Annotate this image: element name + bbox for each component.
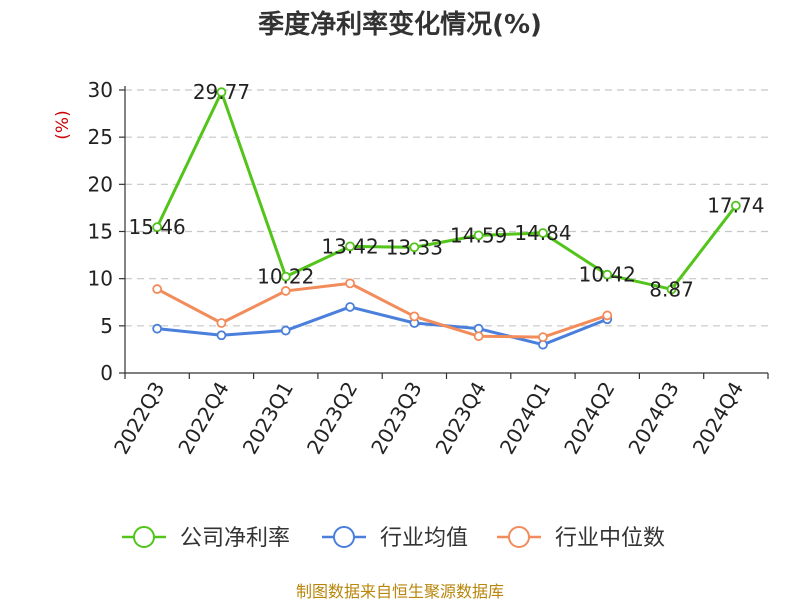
data-label: 10.22 (257, 265, 314, 289)
legend-marker (508, 526, 530, 548)
data-labels: 15.46 29.77 10.22 13.42 13.33 14.59 14.84 10.42… (129, 80, 765, 301)
y-tick-label: 25 (88, 125, 113, 149)
legend-marker (133, 526, 155, 548)
data-label: 13.33 (386, 235, 443, 259)
data-label: 14.84 (514, 221, 571, 245)
y-tick-label: 10 (88, 267, 113, 291)
y-axis-unit-label: (%) (53, 110, 73, 139)
data-point (152, 222, 163, 233)
data-point (730, 200, 741, 211)
data-point (216, 330, 227, 341)
y-tick-label: 15 (88, 220, 113, 244)
legend-label: 行业均值 (380, 526, 468, 551)
x-tick-label: 2024Q1 (495, 378, 555, 459)
data-point (345, 302, 355, 312)
data-label: 13.42 (321, 234, 378, 258)
data-point (152, 323, 163, 334)
data-label: 14.59 (450, 223, 507, 247)
data-label: 10.42 (579, 263, 636, 287)
data-point (216, 318, 227, 328)
data-point (216, 87, 227, 98)
data-point (602, 269, 613, 280)
data-point (409, 242, 420, 253)
x-tick-label: 2023Q3 (366, 378, 426, 459)
data-point (345, 241, 355, 252)
y-tick-label: 30 (88, 78, 113, 102)
x-tick-label: 2024Q4 (688, 378, 748, 459)
data-label: 8.87 (649, 277, 694, 301)
legend-label: 行业中位数 (555, 526, 665, 551)
source-note: 制图数据来自恒生聚源数据库 (295, 582, 504, 601)
series-line (156, 305, 608, 347)
x-tick-label: 2022Q3 (109, 378, 169, 459)
legend-marker (333, 526, 355, 548)
data-point (602, 310, 613, 321)
y-tick-label: 0 (100, 361, 113, 385)
data-point (538, 228, 548, 238)
series-line (156, 281, 608, 339)
y-tick-label: 5 (100, 314, 113, 338)
data-point (345, 278, 355, 289)
series-line (155, 90, 738, 291)
data-point (473, 230, 484, 241)
data-point (473, 331, 484, 342)
data-point (280, 286, 291, 296)
x-tick-label: 2024Q3 (623, 378, 683, 459)
data-point (538, 332, 548, 343)
chart-title: 季度净利率变化情况(%) (258, 10, 542, 40)
data-label: 29.77 (193, 80, 250, 104)
data-point (152, 284, 163, 294)
data-point (280, 325, 291, 336)
data-point (409, 311, 420, 322)
series-lines (152, 87, 741, 350)
x-tick-label: 2023Q1 (238, 378, 298, 459)
x-tick-label: 2022Q4 (173, 378, 233, 459)
legend: 公司净利率 行业均值 行业中位数 (122, 526, 665, 551)
x-tick-label: 2023Q4 (431, 378, 491, 459)
x-tick-label: 2023Q2 (302, 378, 362, 459)
data-point (280, 271, 291, 282)
data-point (666, 284, 677, 295)
legend-label: 公司净利率 (180, 526, 290, 551)
data-label: 17.74 (707, 194, 764, 218)
x-tick-label: 2024Q2 (559, 378, 619, 459)
data-label: 15.46 (129, 215, 186, 239)
y-tick-label: 20 (88, 172, 113, 196)
